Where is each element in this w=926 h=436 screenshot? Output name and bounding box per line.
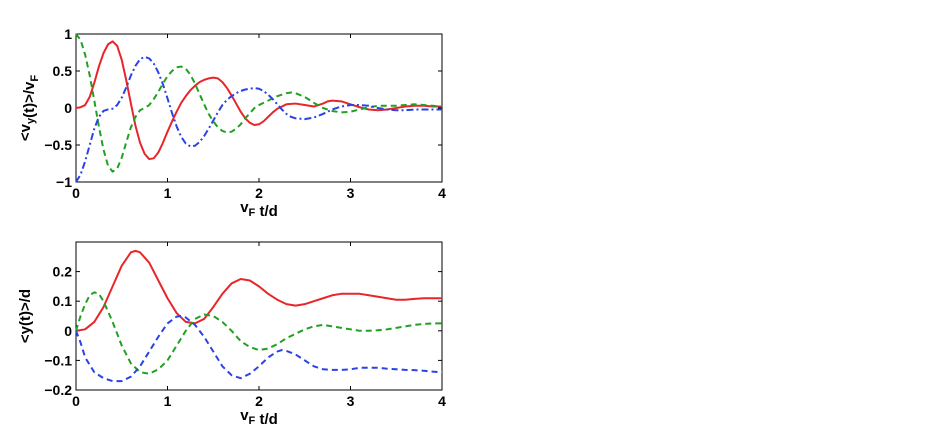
x-tick-label: 1 [164,185,172,201]
y-tick-label: 0 [64,323,72,339]
x-axis-label: vF t/d [240,407,278,428]
y-tick-label: 1 [64,26,72,42]
chart-1: 0 1 2 3 4 −1 −0.5 0 0.5 1 vF t/d <vy(t)>/vF [17,26,446,220]
y-tick-label: −0.2 [44,382,72,398]
y-tick-label: −1 [56,174,72,190]
y-tick-label: 0.5 [53,63,73,79]
series-line-2 [75,291,442,375]
y-tick-label: 0.2 [53,264,73,280]
series-line-1 [75,249,442,332]
series-line-1 [75,40,442,161]
y-tick-label: −0.1 [44,352,72,368]
x-axis-label: vF t/d [240,199,278,220]
y-tick-label: 0 [64,100,72,116]
series-line-2 [75,33,443,173]
x-tick-label: 4 [438,185,446,201]
y-axis-label: <y(t)>/d [17,289,34,343]
x-tick-label: 2 [255,393,263,409]
x-tick-label: 3 [347,393,355,409]
series-line-3 [75,55,442,183]
x-tick-label: 1 [164,393,172,409]
x-tick-label: 3 [347,185,355,201]
y-tick-label: −0.5 [44,137,72,153]
y-axis-label: <vy(t)>/vF [17,75,41,142]
y-tick-label: 0.1 [53,293,73,309]
x-tick-label: 0 [72,185,80,201]
chart-2: 0 1 2 3 4 −0.2 −0.1 0 0.1 0.2 vF t/d <y(t)>/d [17,241,446,428]
x-tick-label: 4 [438,393,446,409]
x-tick-label: 2 [255,185,263,201]
x-tick-label: 0 [72,393,80,409]
series-line-3 [75,315,443,383]
